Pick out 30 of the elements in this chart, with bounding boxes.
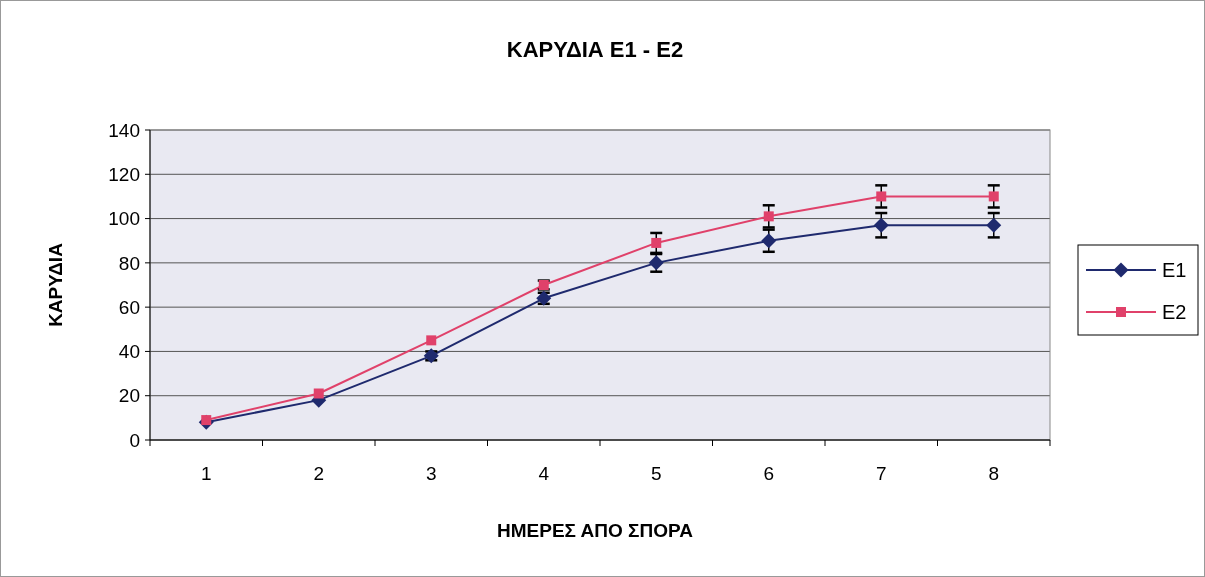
point: [988, 191, 999, 202]
y-tick-label: 140: [108, 119, 140, 141]
x-tick-label: 4: [538, 463, 550, 484]
y-tick-label: 40: [118, 341, 140, 363]
x-tick-label: 1: [200, 463, 212, 484]
point: [313, 388, 324, 399]
point: [651, 237, 662, 248]
y-tick-label: 100: [108, 208, 140, 230]
y-tick-label: 20: [118, 385, 140, 407]
legend-label: Ε2: [1162, 301, 1187, 323]
x-tick-label: 2: [313, 463, 325, 484]
x-tick-label: 5: [650, 463, 662, 484]
point: [426, 335, 437, 346]
legend-label: Ε1: [1162, 259, 1187, 281]
point: [986, 217, 1002, 233]
x-tick-label: 8: [988, 463, 1000, 484]
x-axis-title: ΗΜΕΡΕΣ ΑΠΟ ΣΠΟΡΑ: [497, 520, 694, 541]
x-tick-label: 3: [425, 463, 437, 484]
point: [876, 191, 887, 202]
y-tick-label: 120: [108, 163, 140, 185]
point: [873, 217, 889, 233]
point: [761, 233, 777, 249]
x-tick-label: 6: [763, 463, 775, 484]
y-tick-label: 80: [118, 252, 140, 274]
y-axis-title: ΚΑΡΥΔΙΑ: [45, 242, 66, 327]
chart-title: ΚΑΡΥΔΙΑ Ε1 - Ε2: [506, 37, 684, 62]
y-tick-label: 0: [129, 429, 140, 451]
point: [763, 211, 774, 222]
x-tick-label: 7: [875, 463, 887, 484]
y-tick-label: 60: [118, 296, 140, 318]
